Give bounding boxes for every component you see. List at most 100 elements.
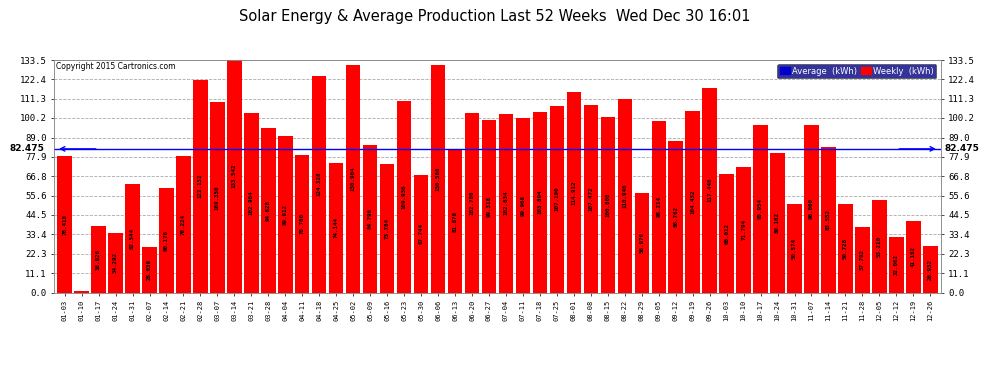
Bar [651,122,666,292]
Bar [804,125,819,292]
Bar [261,128,275,292]
Text: 41.102: 41.102 [911,246,916,267]
Text: 83.552: 83.552 [826,209,831,230]
Bar [635,193,649,292]
Text: Copyright 2015 Cartronics.com: Copyright 2015 Cartronics.com [56,62,175,71]
Text: 109.936: 109.936 [402,184,407,209]
Bar [227,60,242,292]
Bar [126,184,140,292]
Text: 74.144: 74.144 [334,217,339,238]
Text: 96.000: 96.000 [809,198,814,219]
Text: 73.784: 73.784 [385,218,390,239]
Text: 102.786: 102.786 [469,191,474,215]
Text: 130.904: 130.904 [350,166,355,191]
Text: 94.628: 94.628 [266,200,271,220]
Bar [737,168,750,292]
Bar [770,153,785,292]
Bar [176,156,191,292]
Text: 60.176: 60.176 [164,230,169,251]
Text: 122.152: 122.152 [198,174,203,198]
Bar [584,105,598,292]
Bar [159,188,173,292]
Bar [91,226,106,292]
Bar [906,221,921,292]
Bar [143,247,156,292]
Bar [839,204,852,292]
Bar [923,246,938,292]
Text: 107.190: 107.190 [554,187,559,211]
Text: 80.102: 80.102 [775,212,780,233]
Bar [346,64,360,292]
Bar [753,125,768,292]
Bar [601,117,615,292]
Text: 99.318: 99.318 [486,195,491,216]
Text: 102.904: 102.904 [248,190,253,215]
Text: 67.744: 67.744 [419,223,424,244]
Text: 104.432: 104.432 [690,189,695,214]
Bar [210,102,225,292]
Bar [787,204,802,292]
Bar [363,145,377,292]
Bar [549,106,564,292]
Bar [685,111,700,292]
Bar [312,76,327,292]
Text: 98.214: 98.214 [656,196,661,217]
Bar [855,226,869,292]
Bar [329,164,344,292]
Text: 26.932: 26.932 [928,258,933,279]
Text: 26.036: 26.036 [147,260,152,280]
Bar [618,99,632,292]
Text: 82.475: 82.475 [9,144,45,153]
Bar [108,233,123,292]
Bar [533,111,547,292]
Text: 38.026: 38.026 [96,249,101,270]
Text: Solar Energy & Average Production Last 52 Weeks  Wed Dec 30 16:01: Solar Energy & Average Production Last 5… [240,9,750,24]
Text: 78.224: 78.224 [181,214,186,235]
Text: 68.012: 68.012 [724,223,729,244]
Bar [464,114,479,292]
Text: 133.542: 133.542 [232,164,237,189]
Text: 78.418: 78.418 [62,214,67,235]
Text: 78.780: 78.780 [300,213,305,234]
Bar [414,174,429,292]
Text: 99.968: 99.968 [521,195,526,216]
Text: 89.912: 89.912 [283,204,288,225]
Text: 103.894: 103.894 [538,190,543,214]
Bar [872,200,887,292]
Text: 109.350: 109.350 [215,185,220,210]
Bar [499,114,513,292]
Bar [74,291,89,292]
Bar [295,155,310,292]
Text: 100.808: 100.808 [605,192,610,217]
Text: 130.588: 130.588 [436,166,441,191]
Text: 95.954: 95.954 [758,198,763,219]
Text: 62.544: 62.544 [130,228,135,249]
Bar [431,65,446,292]
Bar [566,92,581,292]
Text: 82.475: 82.475 [944,144,980,153]
Bar [397,101,411,292]
Text: 53.210: 53.210 [877,236,882,256]
Text: 84.796: 84.796 [367,208,372,229]
Text: 50.728: 50.728 [842,238,848,259]
Text: 110.940: 110.940 [623,184,628,208]
Bar [278,136,292,292]
Text: 37.792: 37.792 [860,249,865,270]
Text: 107.472: 107.472 [588,187,593,211]
Bar [703,88,717,292]
Text: 114.912: 114.912 [571,180,576,205]
Bar [516,118,531,292]
Bar [245,113,258,292]
Text: 56.976: 56.976 [640,232,644,254]
Bar [720,174,734,292]
Text: 32.062: 32.062 [894,254,899,275]
Bar [482,120,496,292]
Bar [57,156,72,292]
Bar [822,147,836,292]
Text: 117.448: 117.448 [707,178,712,203]
Bar [889,237,904,292]
Bar [668,141,683,292]
Legend: Average  (kWh), Weekly  (kWh): Average (kWh), Weekly (kWh) [777,64,937,78]
Bar [380,164,394,292]
Text: 34.292: 34.292 [113,252,118,273]
